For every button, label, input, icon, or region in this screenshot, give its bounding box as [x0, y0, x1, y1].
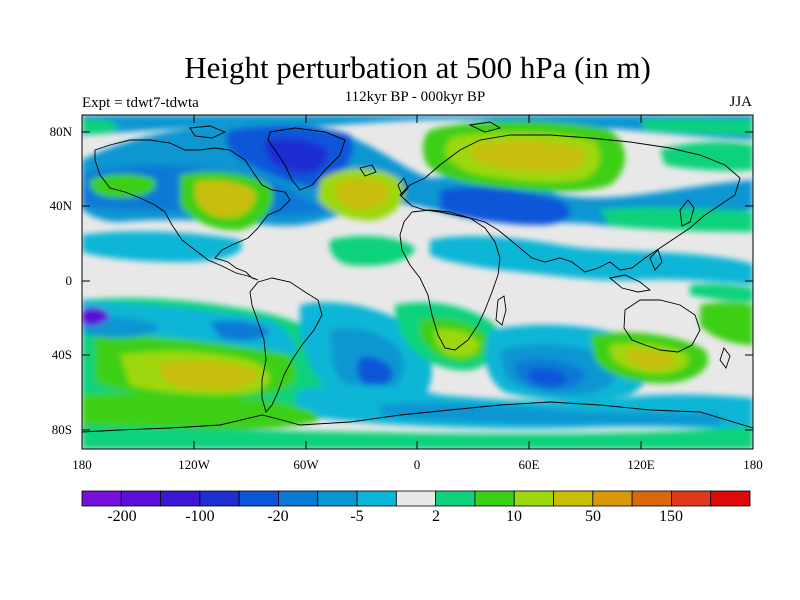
colorbar-label: 150 [659, 508, 683, 525]
colorbar-swatch [435, 490, 476, 507]
coast-indonesia [608, 274, 652, 293]
colorbar-label: -100 [185, 508, 215, 525]
season-label: JJA [729, 94, 752, 110]
colorbar-label: -20 [267, 508, 289, 525]
sh-green-dateline-north [690, 283, 753, 302]
namerica-high-core [195, 180, 256, 218]
nw-pacific-green [660, 141, 753, 171]
tropical-green-atlantic [329, 235, 415, 266]
coast-namerica [94, 139, 291, 281]
greenland-low-core [264, 138, 329, 174]
coast-samerica [249, 277, 323, 413]
colorbar-label: 10 [506, 508, 522, 525]
lat-ticks [82, 131, 753, 431]
lon-label-120w: 120W [178, 457, 210, 472]
colorbar-swatch [81, 490, 122, 507]
pacific-north-high [89, 174, 156, 198]
height-field [82, 115, 753, 449]
sh-australia-high-core [625, 349, 676, 369]
coast-newzealand [719, 347, 731, 369]
coast-eurasia [399, 134, 741, 273]
coast-japan [679, 199, 695, 227]
colorbar-swatch [199, 490, 240, 507]
coast-australia [623, 299, 701, 353]
colorbar-label: -200 [107, 508, 137, 525]
lat-label-0: 0 [65, 273, 73, 288]
tropical-green-pacific [600, 207, 753, 232]
sh-strong-low-west [82, 307, 110, 326]
sh-blue-chile [210, 320, 270, 341]
colorbar-label: -5 [350, 508, 364, 525]
coast-uk [397, 177, 409, 196]
tropical-cyan-east [430, 236, 753, 285]
colorbar-swatch [317, 490, 358, 507]
colorbar-swatch [513, 490, 554, 507]
colorbar-swatch [553, 490, 594, 507]
coast-antarctica [82, 401, 753, 433]
lon-ticks [81, 115, 754, 449]
colorbar-label: 50 [585, 508, 601, 525]
lat-label-40s: 40S [51, 347, 72, 362]
colorbar-swatch [395, 490, 437, 507]
tropical-cyan-west [82, 231, 242, 262]
coast-philippines [649, 249, 663, 271]
colorbar-swatch [710, 490, 751, 507]
atlantic-high-core [335, 178, 389, 210]
eurasia-low [440, 186, 571, 225]
polar-band [82, 115, 753, 140]
sh-green-belt-west [82, 393, 320, 430]
lon-label-60e: 60E [518, 457, 540, 472]
coast-arctic-islands [189, 125, 227, 139]
siberia-high-core [470, 140, 586, 172]
coast-svalbard [468, 121, 502, 133]
arctic-green-west [82, 119, 120, 135]
lon-label-0: 0 [413, 457, 421, 472]
colorbar-swatch [671, 490, 712, 507]
lat-label-80n: 80N [49, 124, 72, 139]
colorbar-label: 2 [432, 508, 440, 525]
colorbar-swatch [238, 490, 279, 507]
colorbar-swatch [278, 490, 319, 507]
experiment-label: Expt = tdwt7-tdwta [82, 95, 199, 111]
sh-cyan-pacific [82, 300, 297, 355]
coast-greenland [267, 127, 346, 191]
sh-polar-green [82, 425, 753, 449]
colorbar-swatch [120, 490, 161, 507]
lon-label-180e: 180 [743, 457, 763, 472]
map-subtitle: 112kyr BP - 000kyr BP [344, 89, 486, 105]
lon-label-180w: 180 [72, 457, 92, 472]
colorbar-swatch [592, 490, 633, 507]
colorbar-swatch [356, 490, 397, 507]
sh-pacific-high-core [160, 360, 259, 390]
map-title: Height perturbation at 500 hPa (in m) [184, 50, 651, 85]
lon-label-120e: 120E [627, 457, 655, 472]
sh-low-indian [528, 368, 568, 387]
arctic-green-east [640, 119, 753, 135]
sh-green-dateline [700, 301, 753, 345]
lat-label-80s: 80S [51, 422, 72, 437]
coast-madagascar [495, 295, 507, 326]
coast-africa [399, 209, 501, 351]
sh-low-atlantic [357, 357, 393, 388]
coast-iceland [359, 164, 377, 177]
lon-label-60w: 60W [293, 457, 319, 472]
colorbar [81, 490, 751, 507]
coastlines [82, 121, 753, 433]
sh-africa-high-core [434, 329, 480, 357]
colorbar-swatch [631, 490, 672, 507]
colorbar-swatch [160, 490, 201, 507]
lat-label-40n: 40N [49, 198, 72, 213]
colorbar-swatch [474, 490, 515, 507]
